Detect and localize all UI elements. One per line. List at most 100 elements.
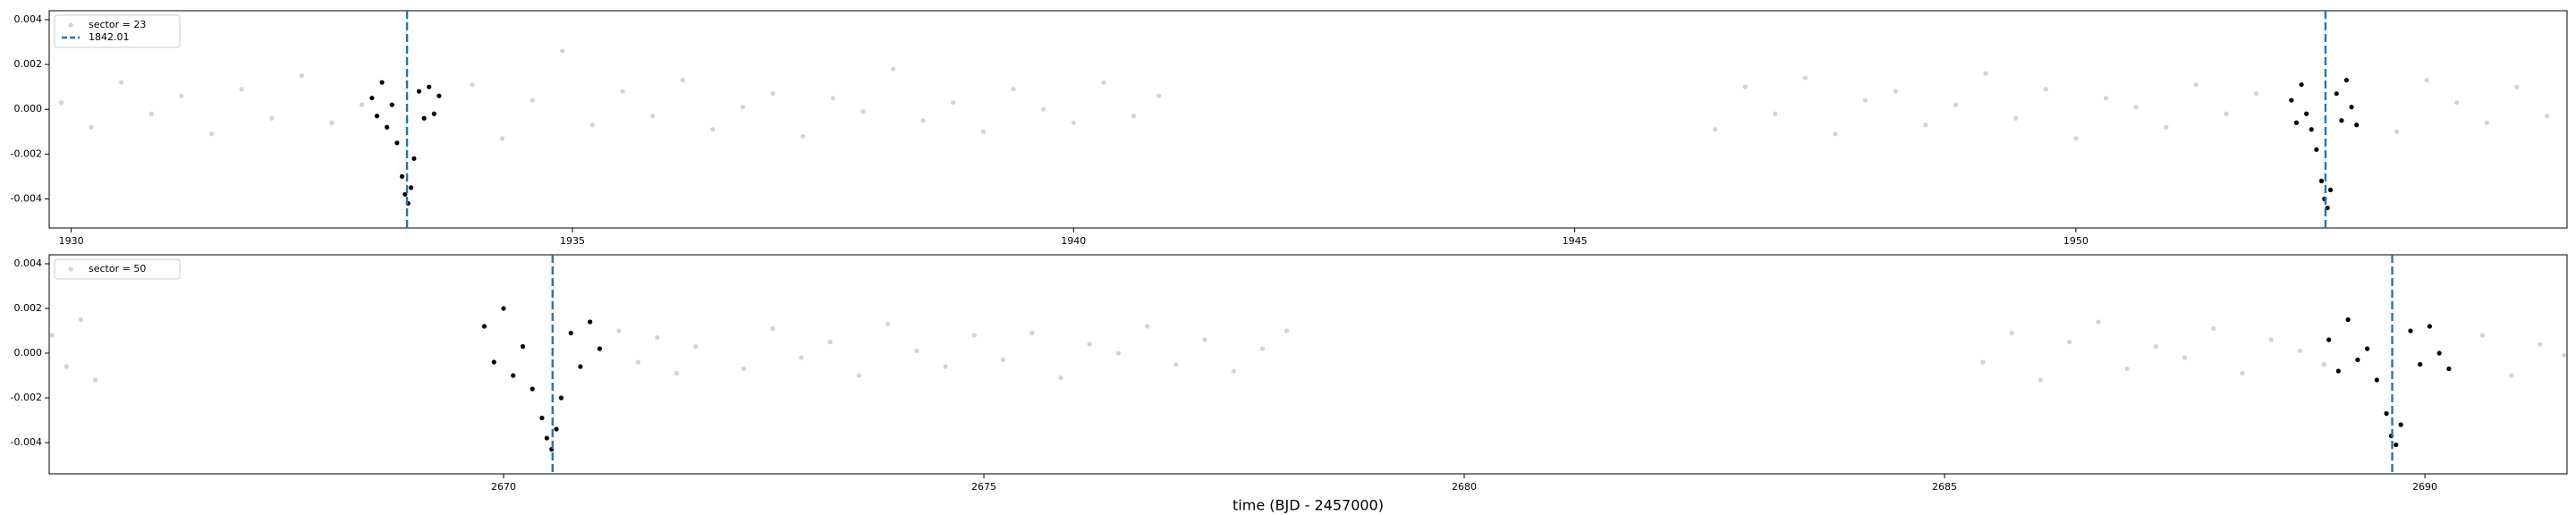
data-point [49, 333, 55, 338]
y-tick-label: 0.004 [14, 13, 43, 25]
data-point [568, 330, 573, 336]
data-point [1802, 75, 1808, 80]
data-point [2043, 87, 2048, 92]
x-tick-label: 2690 [2412, 481, 2437, 493]
data-point [411, 156, 417, 161]
data-point [2289, 97, 2294, 103]
data-point [239, 87, 244, 92]
data-point [920, 118, 926, 123]
data-point [2309, 127, 2314, 132]
x-tick-label: 2680 [1452, 481, 1477, 493]
y-tick-label: -0.002 [11, 148, 42, 159]
data-point [2009, 330, 2014, 336]
data-point [2211, 325, 2216, 332]
data-point [208, 131, 215, 137]
data-point [2538, 342, 2543, 347]
data-point [2343, 78, 2350, 83]
data-point [2326, 337, 2332, 342]
data-point [329, 120, 335, 125]
data-point [520, 343, 526, 350]
data-point [1000, 357, 1006, 363]
data-point [89, 124, 94, 130]
data-point [2254, 91, 2259, 97]
data-point [2299, 82, 2304, 88]
data-point [2268, 337, 2274, 342]
data-point [620, 89, 625, 94]
data-point [2427, 324, 2433, 329]
data-point [914, 348, 919, 354]
data-point [2067, 339, 2072, 345]
legend-box [54, 258, 181, 280]
y-tick-label: 0.000 [14, 103, 43, 114]
data-point [1131, 114, 1137, 119]
data-point [2484, 120, 2489, 125]
data-point [416, 89, 422, 94]
legend-label: 1842.01 [89, 31, 130, 43]
data-point [1030, 330, 1035, 336]
data-point [481, 324, 487, 329]
data-point [78, 317, 84, 323]
data-point [1259, 346, 1266, 351]
data-point [385, 124, 390, 130]
data-point [2124, 366, 2130, 372]
legend-box [54, 14, 181, 48]
data-point [148, 111, 154, 116]
data-point [379, 80, 385, 85]
y-tick-label: 0.002 [14, 302, 43, 314]
x-tick-label: 2685 [1932, 481, 1957, 493]
data-point [2354, 122, 2360, 128]
data-point [64, 364, 69, 369]
data-point [1101, 80, 1106, 85]
data-point [2345, 317, 2351, 323]
data-point [1833, 131, 1838, 137]
data-point [269, 115, 275, 121]
data-point [830, 96, 835, 101]
data-point [2509, 373, 2514, 378]
data-point [1115, 350, 1121, 356]
data-point [2038, 377, 2044, 383]
data-point [1712, 127, 1718, 132]
data-point [578, 364, 583, 369]
data-point [827, 339, 833, 345]
data-point [394, 140, 400, 146]
data-point [389, 102, 394, 107]
legend-marker [68, 22, 73, 28]
data-point [1202, 337, 1208, 342]
data-point [1923, 122, 1928, 128]
data-point [511, 373, 516, 378]
data-point [980, 129, 987, 134]
data-point [501, 306, 506, 311]
data-point [2334, 91, 2339, 97]
y-tick-label: -0.002 [11, 392, 42, 403]
data-point [2240, 370, 2245, 376]
x-tick-label: 2670 [491, 481, 516, 493]
data-point [431, 111, 436, 116]
x-axis-label: time (BJD - 2457000) [1233, 497, 1384, 514]
data-point [1983, 71, 1988, 76]
y-tick-label: -0.004 [11, 436, 42, 448]
data-point [2073, 136, 2079, 141]
data-point [2514, 84, 2520, 89]
data-point [2436, 350, 2442, 356]
data-point [1893, 89, 1898, 94]
data-point [1284, 328, 1289, 333]
data-point [799, 355, 804, 360]
data-point [2293, 120, 2300, 125]
data-point [1231, 368, 1236, 374]
data-point [2153, 343, 2158, 350]
data-point [544, 435, 549, 441]
data-point [2318, 178, 2325, 183]
data-point [886, 321, 891, 327]
data-point [1058, 375, 1063, 381]
data-point [2544, 114, 2550, 119]
data-point [2335, 368, 2341, 374]
data-point [616, 328, 622, 333]
data-point [2304, 111, 2309, 116]
data-point [2454, 100, 2460, 106]
data-point [179, 93, 184, 98]
data-point [2446, 366, 2452, 372]
data-point [2013, 115, 2019, 121]
data-point [2297, 348, 2303, 354]
data-point [770, 325, 775, 332]
